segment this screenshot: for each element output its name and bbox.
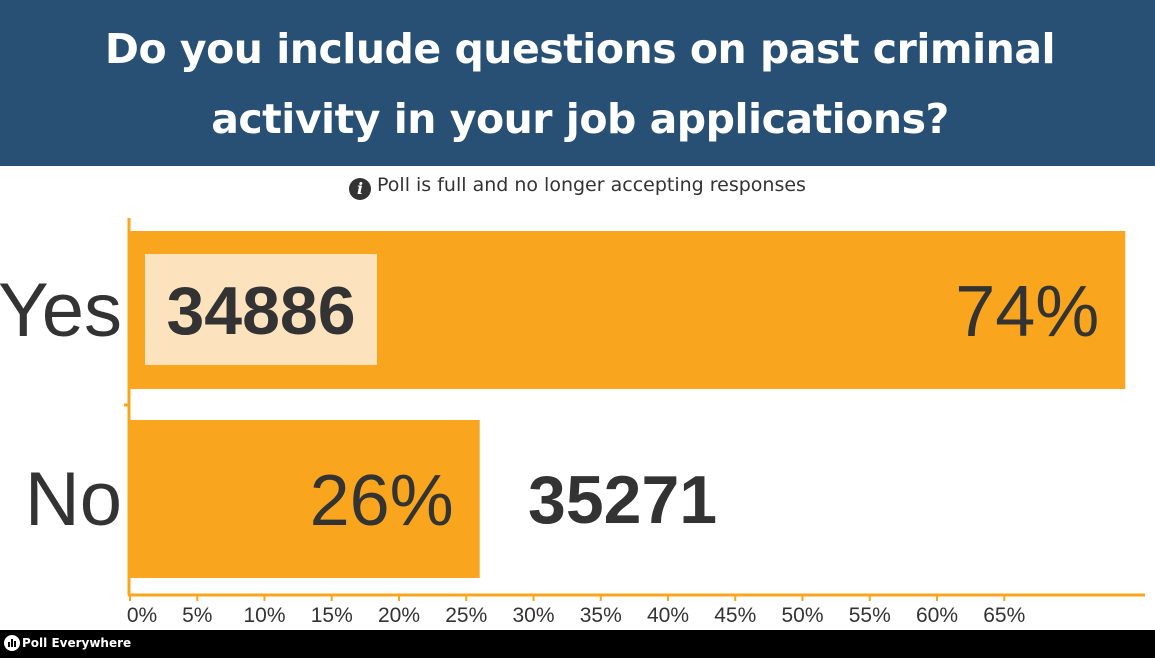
- x-tick-label: 40%: [647, 604, 689, 627]
- poll-title: Do you include questions on past crimina…: [104, 25, 1056, 143]
- percent-label-no: 26%: [310, 461, 454, 541]
- x-tick-label: 15%: [311, 604, 353, 627]
- footer: Poll Everywhere: [0, 630, 1155, 658]
- x-tick-label: 60%: [916, 604, 958, 627]
- info-icon: i: [349, 178, 372, 200]
- count-highlight-yes: [145, 254, 377, 365]
- x-tick-label: 35%: [580, 604, 622, 627]
- category-label-no: No: [25, 457, 122, 542]
- percent-label-yes: 74%: [955, 272, 1099, 352]
- x-tick-label: 65%: [983, 604, 1025, 627]
- x-tick-label: 30%: [512, 604, 554, 627]
- x-tick-label: 0%: [127, 604, 157, 627]
- x-tick-label: 50%: [781, 604, 823, 627]
- poll-everywhere-logo-icon: [4, 635, 20, 651]
- x-tick-label: 20%: [378, 604, 420, 627]
- count-label-no: 35271: [528, 462, 717, 538]
- x-tick-label: 5%: [182, 604, 212, 627]
- category-label-yes: Yes: [0, 268, 122, 353]
- x-tick-label: 55%: [849, 604, 891, 627]
- bar-no: [130, 420, 480, 578]
- poll-status: i Poll is full and no longer accepting re…: [0, 174, 1155, 200]
- bar-chart: Yes 74% 34886 No 26% 35271 0% 5% 10% 15% 20% 25% 30%…: [0, 218, 1145, 627]
- poll-status-text: Poll is full and no longer accepting res…: [377, 174, 806, 196]
- x-tick-label: 10%: [243, 604, 285, 627]
- x-tick-label: 25%: [445, 604, 487, 627]
- header: Do you include questions on past crimina…: [0, 0, 1155, 166]
- x-tick-label: 45%: [714, 604, 756, 627]
- count-label-yes: 34886: [166, 273, 355, 349]
- footer-brand: Poll Everywhere: [22, 636, 132, 650]
